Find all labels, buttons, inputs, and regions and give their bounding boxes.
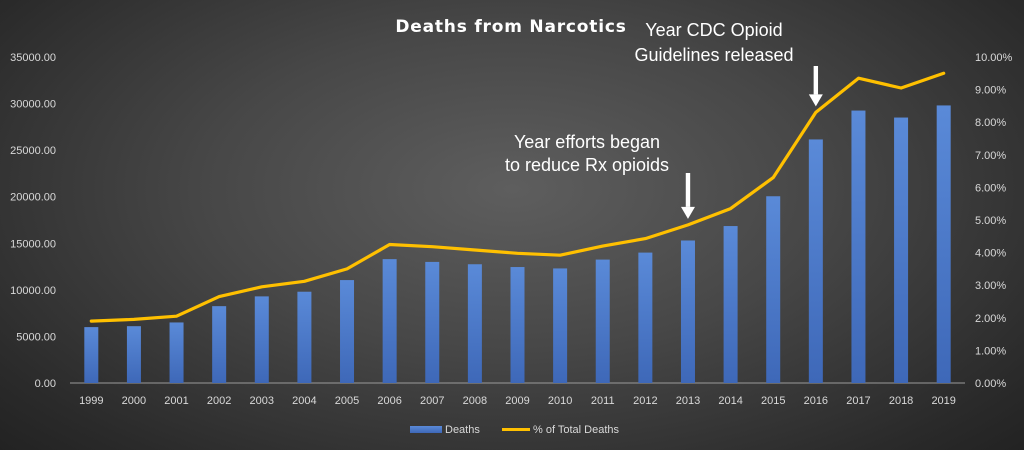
bar [510, 267, 525, 383]
right-tick-label: 1.00% [975, 345, 1006, 357]
legend-swatch-deaths [410, 426, 442, 433]
x-axis: 1999 2000 2001 2002 2003 2004 2005 2006 2007 2008… [79, 395, 956, 407]
bar [382, 259, 397, 383]
bar [894, 117, 909, 384]
percent-line [89, 71, 946, 323]
legend: Deaths % of Total Deaths [410, 424, 620, 436]
x-tick-label: 1999 [79, 395, 103, 407]
left-tick-label: 15000.00 [10, 238, 56, 250]
bar [297, 291, 312, 383]
bar [766, 196, 781, 383]
bar [425, 261, 440, 383]
x-tick-label: 2010 [548, 395, 572, 407]
x-tick-label: 2013 [676, 395, 700, 407]
bar-series [84, 105, 951, 384]
right-tick-label: 5.00% [975, 215, 1006, 227]
bar [84, 327, 99, 383]
legend-label-deaths: Deaths [445, 424, 480, 436]
right-axis: 0.00% 1.00% 2.00% 3.00% 4.00% 5.00% 6.00% 7.00%… [975, 52, 1013, 390]
bar [340, 280, 355, 383]
x-tick-label: 2014 [718, 395, 742, 407]
annotation: Year CDC Opioid Guidelines released [634, 20, 823, 107]
x-tick-label: 2000 [122, 395, 146, 407]
left-tick-label: 20000.00 [10, 192, 56, 204]
left-tick-label: 5000.00 [16, 331, 56, 343]
bar [680, 240, 695, 383]
annotation: Year efforts began to reduce Rx opioids [505, 132, 695, 219]
x-tick-label: 2011 [591, 395, 615, 407]
annotation-arrow-head [680, 206, 695, 219]
left-tick-label: 10000.00 [10, 285, 56, 297]
legend-label-percent: % of Total Deaths [533, 424, 620, 436]
x-tick-label: 2005 [335, 395, 359, 407]
x-tick-label: 2006 [377, 395, 401, 407]
left-tick-label: 25000.00 [10, 145, 56, 157]
annotation-text: Year efforts began [514, 132, 660, 152]
x-tick-label: 2015 [761, 395, 785, 407]
chart-title: Deaths from Narcotics [395, 17, 626, 37]
x-tick-label: 2012 [633, 395, 657, 407]
x-tick-label: 2007 [420, 395, 444, 407]
annotation-arrow-shaft [685, 173, 691, 207]
annotation-text: Year CDC Opioid [645, 20, 782, 40]
right-tick-label: 8.00% [975, 117, 1006, 129]
right-tick-label: 7.00% [975, 150, 1006, 162]
x-tick-label: 2008 [463, 395, 487, 407]
x-tick-label: 2002 [207, 395, 231, 407]
annotation-text: to reduce Rx opioids [505, 155, 669, 175]
bar [851, 110, 866, 384]
right-tick-label: 0.00% [975, 378, 1006, 390]
left-tick-label: 35000.00 [10, 52, 56, 64]
bar [212, 306, 227, 383]
left-tick-label: 0.00 [35, 378, 56, 390]
right-tick-label: 4.00% [975, 248, 1006, 260]
x-tick-label: 2001 [164, 395, 188, 407]
x-tick-label: 2018 [889, 395, 913, 407]
x-tick-label: 2019 [931, 395, 955, 407]
annotation-text: Guidelines released [634, 45, 793, 65]
annotation-arrow-head [808, 94, 823, 107]
left-tick-label: 30000.00 [10, 99, 56, 111]
right-tick-label: 6.00% [975, 182, 1006, 194]
bar [638, 252, 653, 383]
bar [936, 105, 951, 383]
x-tick-label: 2016 [804, 395, 828, 407]
x-tick-label: 2004 [292, 395, 316, 407]
right-tick-label: 3.00% [975, 280, 1006, 292]
x-tick-label: 2017 [846, 395, 870, 407]
bar [254, 296, 269, 383]
right-tick-label: 9.00% [975, 85, 1006, 97]
right-tick-label: 10.00% [975, 52, 1013, 64]
bar [723, 226, 738, 383]
left-axis: 0.00 5000.00 10000.00 15000.00 20000.00 25000… [10, 52, 56, 390]
bar [169, 322, 184, 383]
bar [553, 268, 568, 383]
right-tick-label: 2.00% [975, 313, 1006, 325]
annotation-arrow-shaft [813, 66, 819, 95]
bar [808, 139, 823, 383]
x-tick-label: 2009 [505, 395, 529, 407]
x-tick-label: 2003 [250, 395, 274, 407]
bar [126, 326, 141, 383]
bar [595, 259, 610, 383]
line-series [89, 71, 946, 323]
bar [467, 264, 482, 383]
